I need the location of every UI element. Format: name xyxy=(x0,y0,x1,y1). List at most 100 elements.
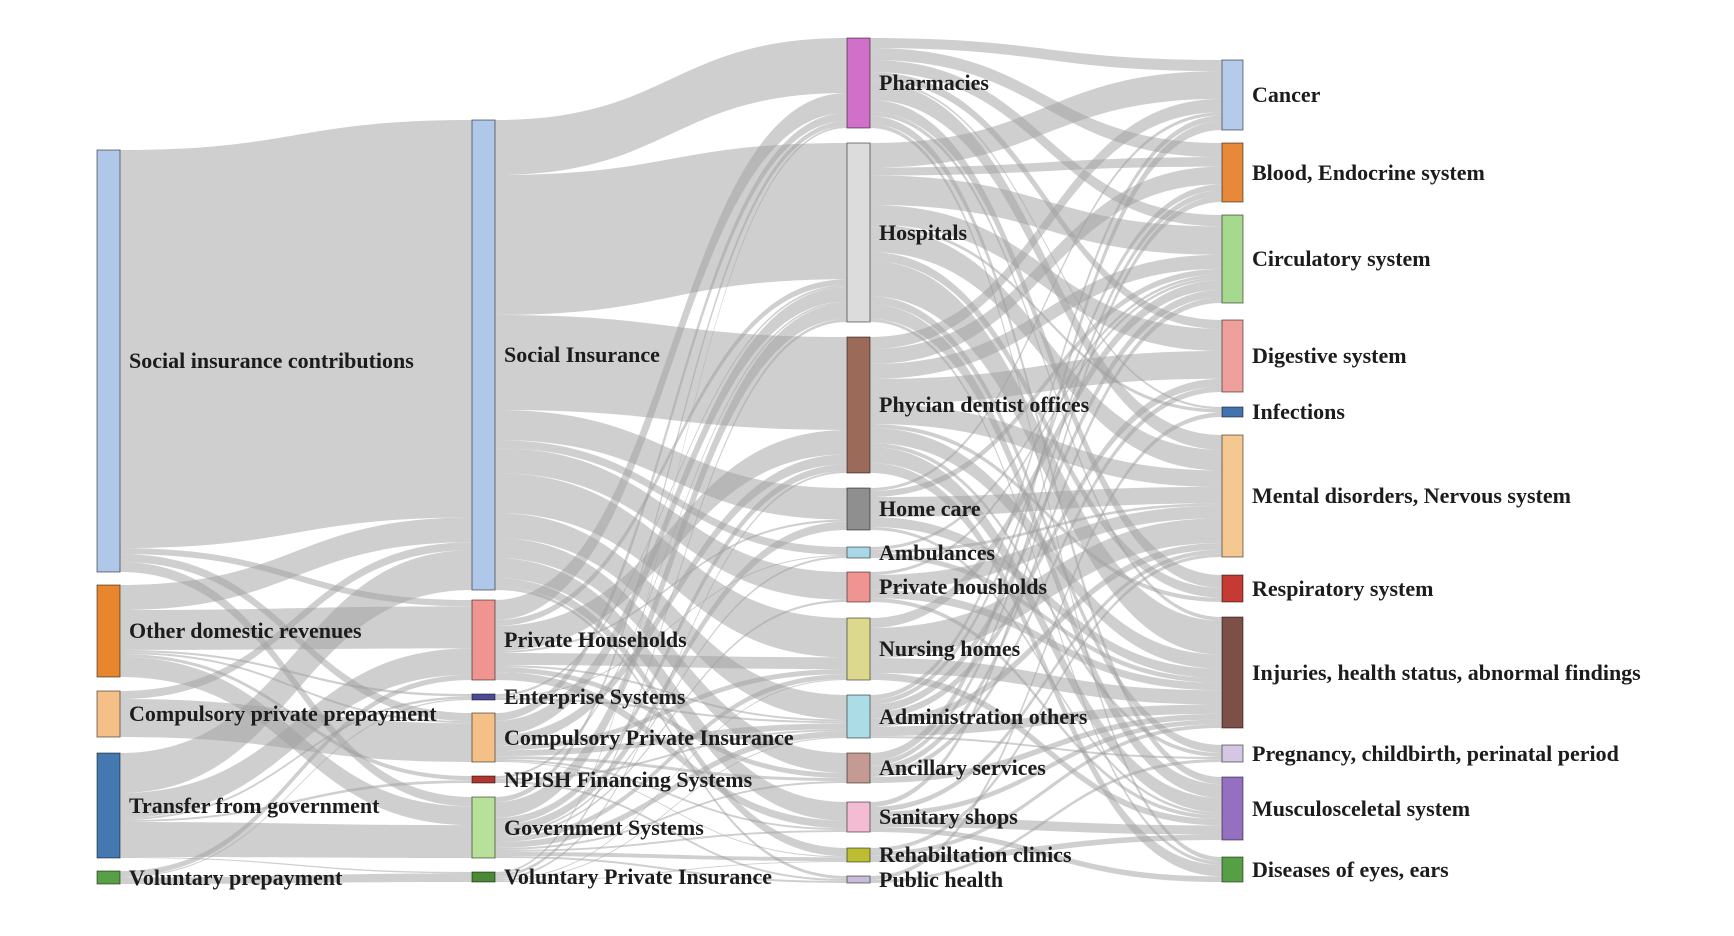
flow-tfg-npish xyxy=(120,780,472,822)
flow-pdo-resp xyxy=(870,424,1222,602)
node-hc xyxy=(846,487,871,531)
flow-cpi-ss xyxy=(495,759,847,831)
flow-nh-mental xyxy=(870,518,1222,658)
flow-pdo-cancer xyxy=(870,98,1222,349)
node-ph2 xyxy=(471,599,496,681)
flow-gs-pdo xyxy=(495,464,847,825)
node-mental xyxy=(1221,434,1244,558)
flow-ao-dig xyxy=(870,378,1222,719)
node-eyes xyxy=(1221,856,1244,883)
node-cpp xyxy=(96,690,121,738)
flow-amb-circ xyxy=(870,274,1222,550)
flow-tfg-si xyxy=(120,550,472,793)
flow-pharm-circ xyxy=(870,60,1222,227)
flow-odr-si xyxy=(120,517,472,610)
node-vpi xyxy=(471,871,496,883)
flow-phh-musc xyxy=(870,598,1222,819)
node-ss xyxy=(846,801,871,833)
flow-rc-inj xyxy=(870,724,1222,856)
flow-anc-dig xyxy=(870,386,1222,777)
flow-gs-amb xyxy=(495,556,847,835)
flow-vpi-pharm xyxy=(495,126,847,874)
node-musc xyxy=(1221,776,1244,841)
flow-gs-anc xyxy=(495,781,847,850)
flow-phh-inj xyxy=(870,590,1222,691)
node-amb xyxy=(846,546,871,559)
flow-hc-musc xyxy=(870,527,1222,816)
flow-ss-musc xyxy=(870,817,1222,835)
flow-si-ao xyxy=(495,513,847,720)
flow-cpi-pdo xyxy=(495,454,847,746)
flow-cpi-nh xyxy=(495,669,847,751)
flow-gs-pubh xyxy=(495,856,847,883)
flow-ph2-anc xyxy=(495,667,847,778)
flow-gs-hosp xyxy=(495,303,847,818)
flow-ph2-hc xyxy=(495,519,847,653)
flow-vpi-ao xyxy=(495,737,847,881)
node-npish xyxy=(471,775,496,784)
node-cancer xyxy=(1221,59,1244,131)
flow-si-amb xyxy=(495,440,847,555)
flow-nh-circ xyxy=(870,280,1222,628)
node-odr xyxy=(96,584,121,678)
node-cpi xyxy=(471,712,496,763)
flow-ss-inj xyxy=(870,719,1222,817)
node-sic xyxy=(96,149,121,573)
flow-hosp-cancer xyxy=(870,71,1222,168)
flow-anc-inj xyxy=(870,713,1222,783)
flow-tfg-vpi xyxy=(120,857,472,874)
flow-pharm-dig xyxy=(870,72,1222,329)
flow-pdo-eyes xyxy=(870,463,1222,877)
flow-pharm-blood xyxy=(870,48,1222,158)
flow-si-ss xyxy=(495,558,847,821)
flow-gs-ss xyxy=(495,830,847,852)
flow-gs-pharm xyxy=(495,121,847,802)
flow-sic-ph2 xyxy=(120,548,472,607)
flow-vp-vpi xyxy=(120,873,472,884)
flow-npish-hosp xyxy=(495,301,847,779)
node-inf xyxy=(1221,406,1244,418)
node-rc xyxy=(846,847,871,863)
flow-pubh-inf xyxy=(870,412,1222,880)
flow-hc-circ xyxy=(870,268,1222,497)
flow-gs-hc xyxy=(495,521,847,833)
node-inj xyxy=(1221,616,1244,729)
flow-anc-cancer xyxy=(870,121,1222,762)
node-gs xyxy=(471,796,496,859)
flow-npish-ao xyxy=(495,729,847,781)
flow-ao-cancer xyxy=(870,115,1222,700)
node-preg xyxy=(1221,744,1244,763)
flow-pdo-blood xyxy=(870,166,1222,364)
node-blood xyxy=(1221,142,1244,203)
flow-amb-inj xyxy=(870,553,1222,683)
flow-pdo-circ xyxy=(870,254,1222,379)
flow-cpi-ao xyxy=(495,723,847,757)
flow-ao-inj xyxy=(870,704,1222,737)
flow-ph2-nh xyxy=(495,653,847,670)
flow-cpp-si xyxy=(120,542,472,699)
flow-ph2-ao xyxy=(495,665,847,722)
flow-ss-blood xyxy=(870,196,1222,808)
flow-gs-nh xyxy=(495,674,847,842)
node-ao xyxy=(846,694,871,739)
node-nh xyxy=(846,617,871,681)
flow-gs-rc xyxy=(495,852,847,862)
flow-amb-mental xyxy=(870,503,1222,553)
flow-pharm-inf xyxy=(870,80,1222,410)
node-pharm xyxy=(846,37,871,129)
flow-tfg-es xyxy=(120,696,472,820)
flow-es-hosp xyxy=(495,285,847,697)
flow-phh-circ xyxy=(870,277,1222,575)
flow-es-amb xyxy=(495,555,847,698)
flow-pubh-preg xyxy=(870,759,1222,883)
flow-odr-ph2 xyxy=(120,606,472,650)
flow-si-rc xyxy=(495,578,847,857)
flow-ss-mental xyxy=(870,549,1222,812)
flow-vp-es xyxy=(120,698,472,878)
node-es xyxy=(471,693,496,701)
flow-cpi-hosp xyxy=(495,286,847,736)
node-hosp xyxy=(846,142,871,323)
flow-pdo-musc xyxy=(870,447,1222,813)
